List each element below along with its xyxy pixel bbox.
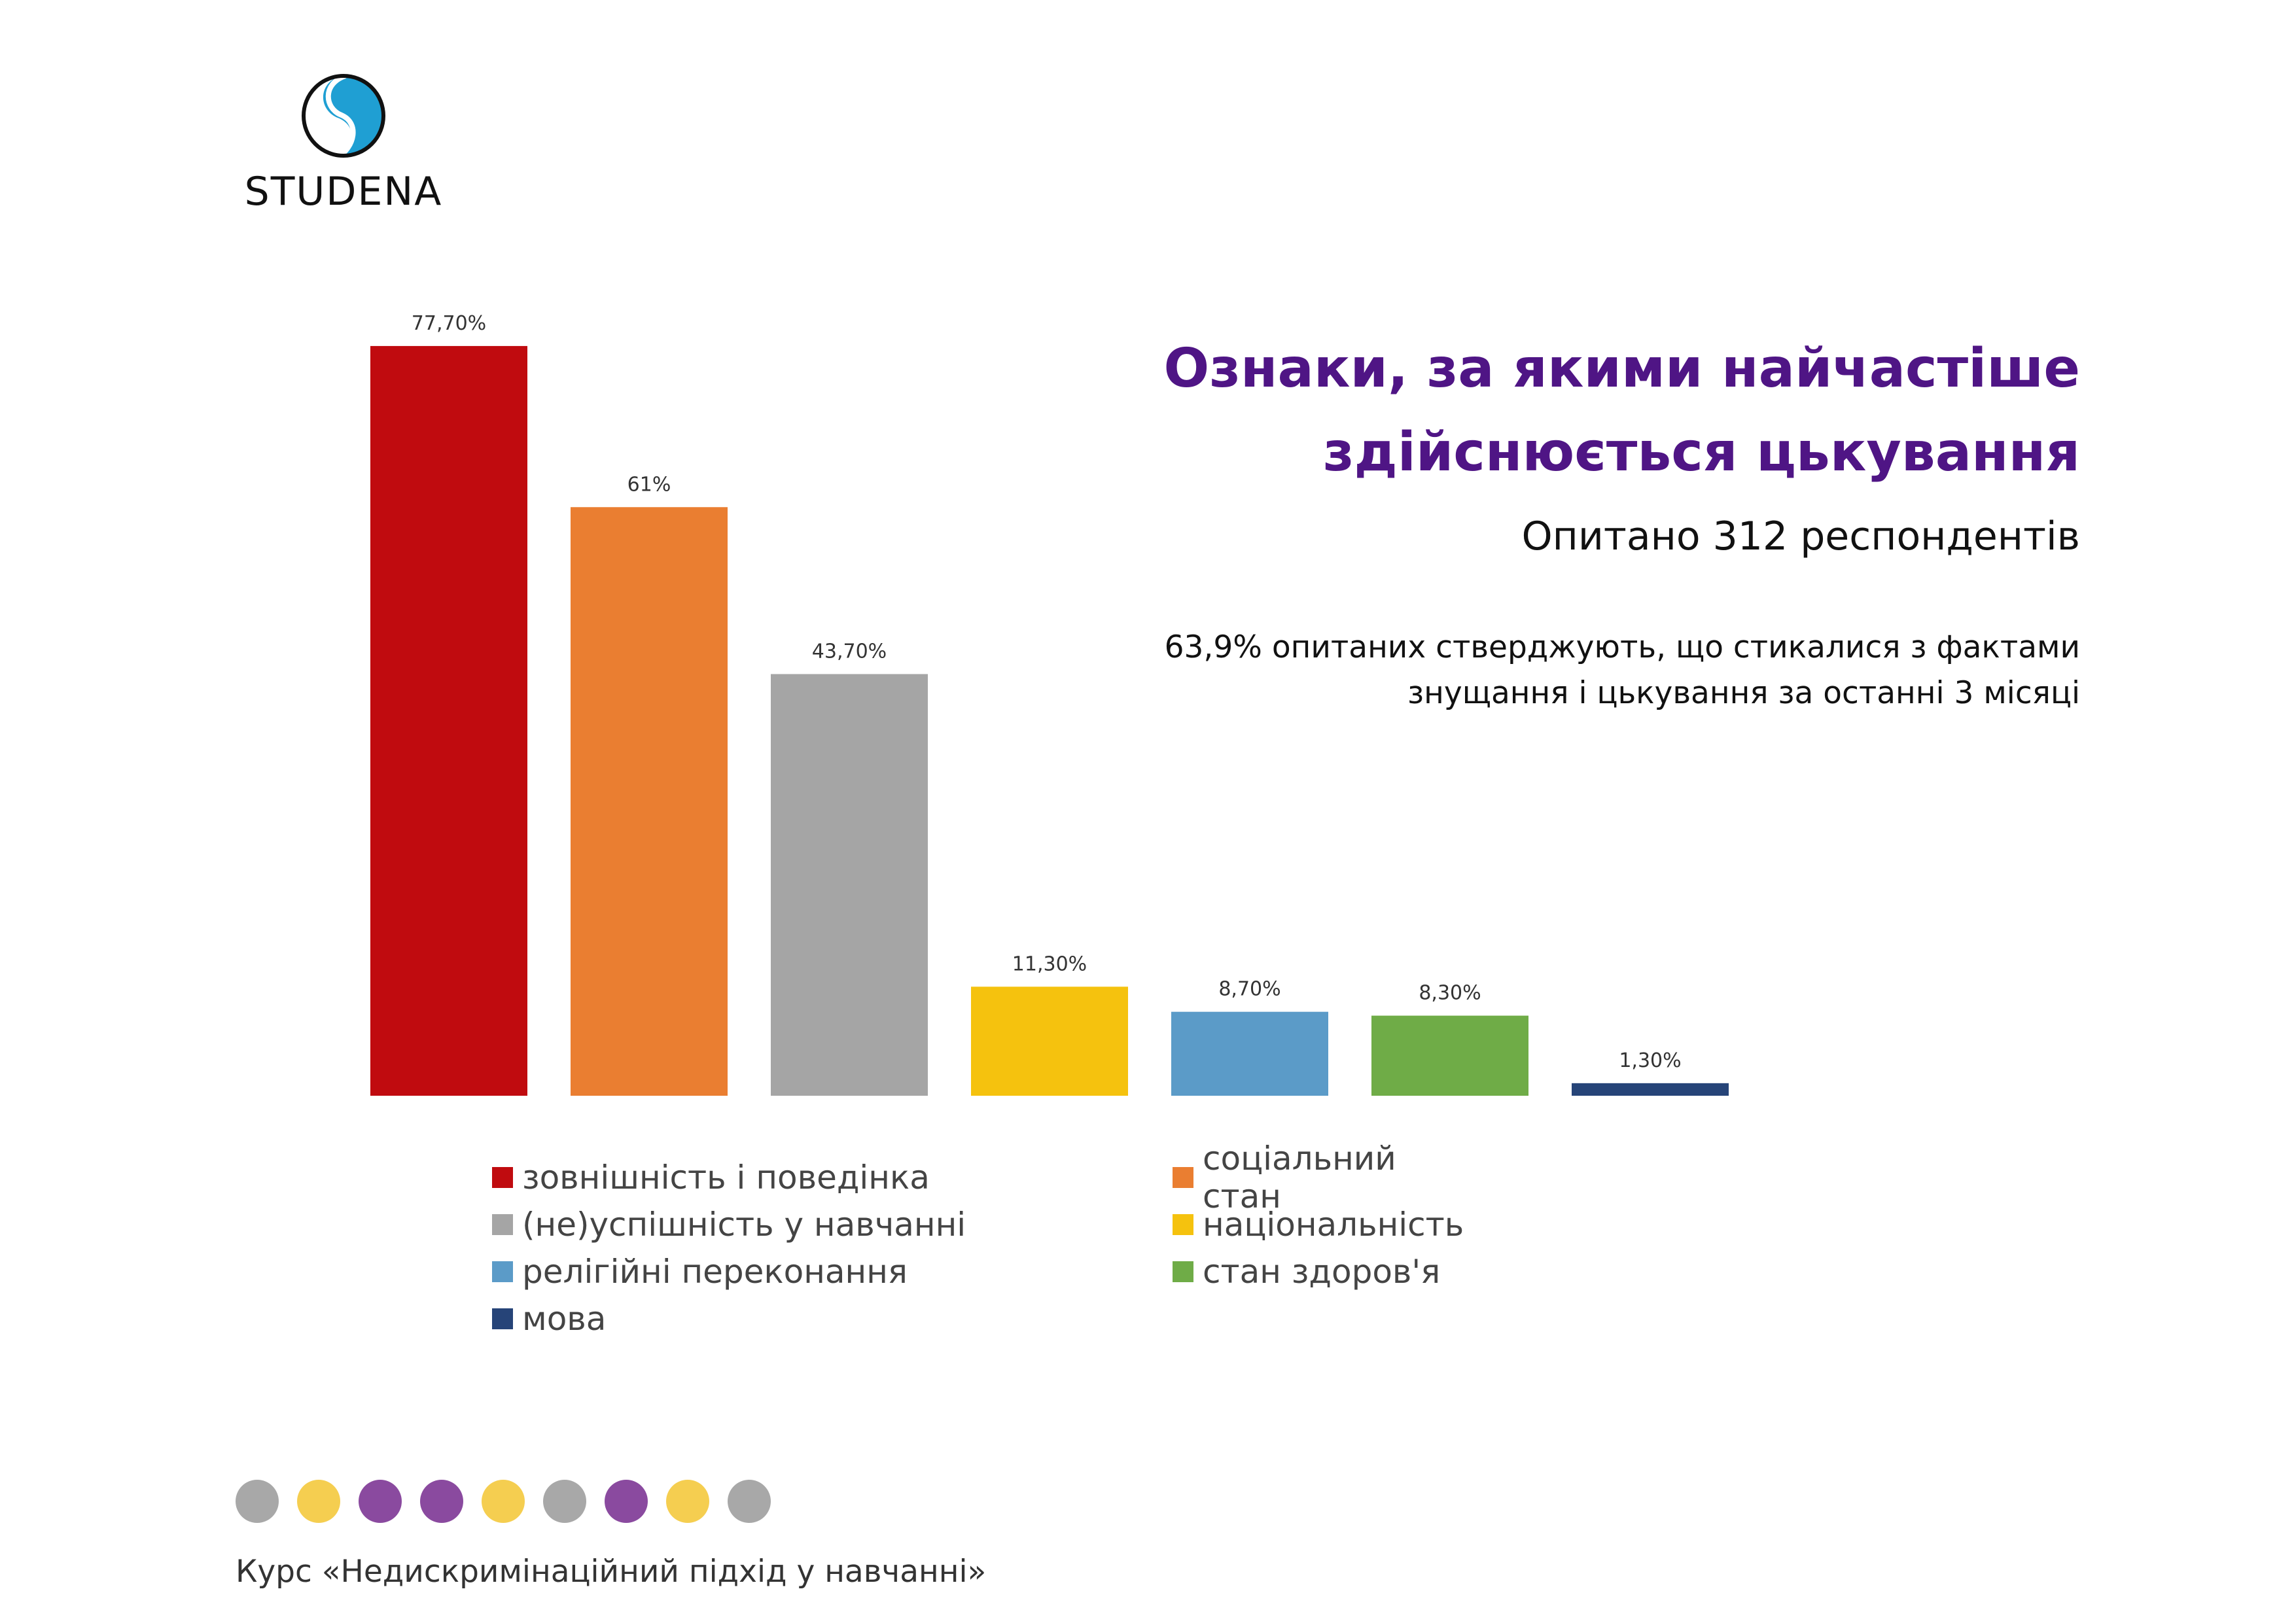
- bar-value-label-7: 1,30%: [1619, 1049, 1681, 1072]
- decorative-dot: [236, 1480, 279, 1523]
- legend-swatch: [1173, 1214, 1193, 1235]
- bar-value-label-2: 61%: [627, 473, 671, 496]
- bar-3: [771, 674, 928, 1096]
- legend-item: релігійні переконання: [492, 1252, 1173, 1291]
- bar-value-label-3: 43,70%: [812, 640, 887, 663]
- decorative-dot: [420, 1480, 463, 1523]
- bar-chart: 77,70% 61% 43,70% 11,30% 8,70% 8,30% 1,30%: [370, 312, 1729, 1096]
- decorative-dot: [605, 1480, 648, 1523]
- logo-text: STUDENA: [244, 169, 443, 215]
- legend-label: зовнішність і поведінка: [522, 1159, 930, 1196]
- decorative-dot: [543, 1480, 586, 1523]
- chart-legend: зовнішність і поведінка соціальний стан (н…: [492, 1140, 1474, 1338]
- legend-swatch: [492, 1261, 513, 1282]
- course-footer: Курс «Недискримінаційний підхід у навчан…: [236, 1554, 987, 1590]
- bar-value-label-4: 11,30%: [1012, 952, 1087, 975]
- legend-swatch: [492, 1214, 513, 1235]
- studena-wave-logo-icon: [302, 74, 385, 158]
- decorative-dot: [482, 1480, 525, 1523]
- legend-label: релігійні переконання: [522, 1253, 908, 1291]
- bar-6: [1371, 1015, 1528, 1096]
- survey-note: 63,9% опитаних стверджують, що стикалися…: [1164, 625, 2080, 716]
- legend-item: соціальний стан: [1173, 1140, 1474, 1215]
- decorative-dots: [236, 1480, 789, 1523]
- decorative-dot: [297, 1480, 340, 1523]
- bar-value-label-1: 77,70%: [412, 312, 486, 335]
- bar-5: [1171, 1011, 1328, 1096]
- legend-swatch: [492, 1308, 513, 1329]
- title-line-1: Ознаки, за якими найчастіше: [1163, 338, 2081, 400]
- legend-swatch: [1173, 1167, 1193, 1188]
- logo: STUDENA: [242, 72, 445, 215]
- legend-item: зовнішність і поведінка: [492, 1158, 1173, 1197]
- chart-title: Ознаки, за якими найчастіше здійснюється…: [1099, 327, 2081, 495]
- legend-label: національність: [1203, 1206, 1464, 1244]
- bar-value-label-6: 8,30%: [1419, 982, 1481, 1005]
- note-line-1: 63,9% опитаних стверджують, що стикалися…: [1164, 629, 2080, 665]
- legend-item: національність: [1173, 1205, 1474, 1244]
- legend-label: соціальний стан: [1203, 1140, 1396, 1215]
- decorative-dot: [666, 1480, 709, 1523]
- legend-item: стан здоров'я: [1173, 1252, 1474, 1291]
- bar-2: [571, 507, 728, 1096]
- note-line-2: знущання і цькування за останні 3 місяці: [1407, 675, 2080, 711]
- legend-label: (не)успішність у навчанні: [522, 1206, 966, 1244]
- bar-value-label-5: 8,70%: [1218, 978, 1280, 1001]
- decorative-dot: [728, 1480, 771, 1523]
- respondents-count: Опитано 312 респондентів: [1521, 514, 2080, 559]
- legend-label: мова: [522, 1300, 607, 1338]
- legend-item: мова: [492, 1299, 1173, 1338]
- legend-label: стан здоров'я: [1203, 1253, 1441, 1291]
- legend-item: (не)успішність у навчанні: [492, 1205, 1173, 1244]
- decorative-dot: [359, 1480, 402, 1523]
- title-line-2: здійснюється цькування: [1322, 421, 2080, 483]
- bar-4: [971, 986, 1128, 1096]
- bar-7: [1572, 1083, 1729, 1096]
- legend-swatch: [492, 1167, 513, 1188]
- legend-swatch: [1173, 1261, 1193, 1282]
- bar-1: [370, 345, 527, 1096]
